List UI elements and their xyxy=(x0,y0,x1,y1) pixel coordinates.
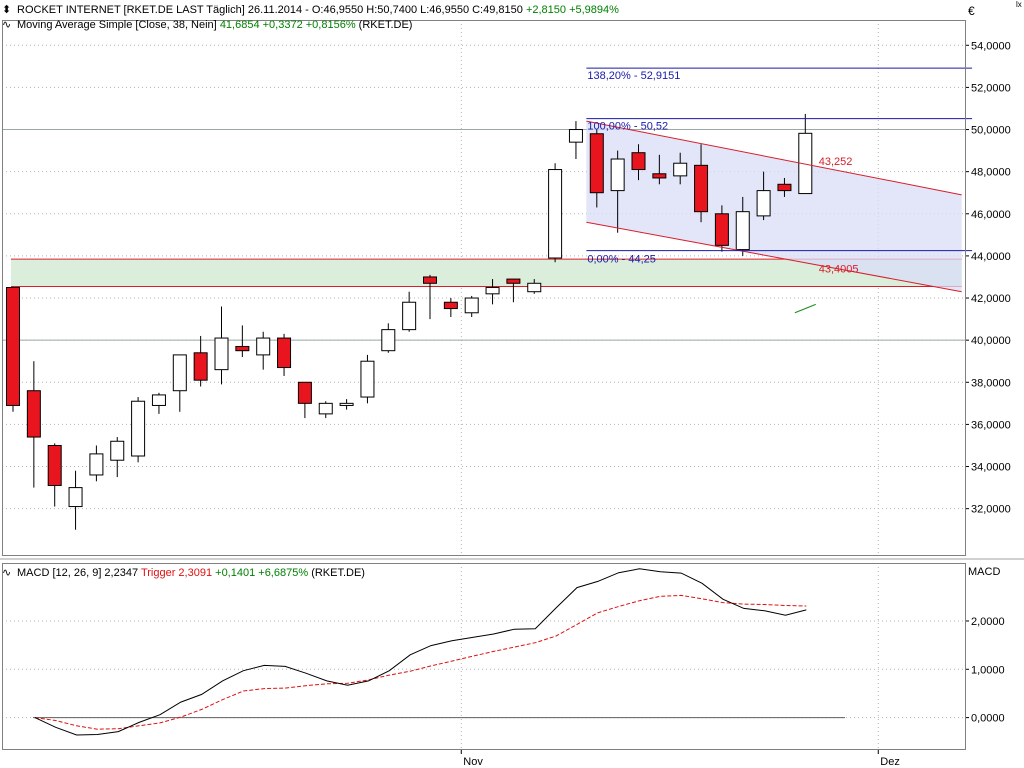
candle-body xyxy=(131,400,146,457)
macd-series xyxy=(34,568,807,736)
fib-level-label: 0,00% - 44,25 xyxy=(587,254,656,266)
candle-body xyxy=(610,158,625,192)
channel-label: 43,4005 xyxy=(819,264,859,276)
price-tick-label: 44,0000 xyxy=(971,251,1011,263)
line-icon: ∿ xyxy=(2,19,12,31)
candle-body xyxy=(47,444,62,486)
price-tick-label: 54,0000 xyxy=(971,40,1011,52)
candle-body xyxy=(714,213,729,246)
candlestick-series xyxy=(6,113,813,530)
candle-body xyxy=(26,390,41,438)
candle-body xyxy=(235,345,250,352)
macd-legend-trigger: Trigger 2,3091 xyxy=(140,567,213,579)
candle-body xyxy=(402,301,417,331)
candle-body xyxy=(6,287,20,406)
ma-legend: ∿ Moving Average Simple [Close, 38, Nein]… xyxy=(2,18,412,31)
time-tick-label: Nov xyxy=(463,756,483,768)
macd-legend: ∿ MACD [12, 26, 9] 2,2347 Trigger 2,3091 … xyxy=(2,566,365,579)
candle-body xyxy=(548,169,563,259)
price-tick-label: 48,0000 xyxy=(971,167,1011,179)
candle-body xyxy=(277,337,292,369)
candlestick-icon: ⬍ xyxy=(2,4,12,16)
axis-labels: 32,0000 34,0000 36,0000 38,0000 40,0000 42,00… xyxy=(463,40,1010,768)
price-tick-label: 42,0000 xyxy=(971,293,1011,305)
macd-legend-change: +0,1401 +6,6875% xyxy=(215,567,309,579)
macd-tick-label: 0,0000 xyxy=(971,713,1005,725)
candle-body xyxy=(256,337,271,356)
candle-body xyxy=(339,402,354,406)
candle-body xyxy=(735,211,750,251)
candle-body xyxy=(110,440,125,461)
support-zone xyxy=(11,259,962,287)
price-tick-label: 46,0000 xyxy=(971,209,1011,221)
channel-upper-line xyxy=(586,120,962,196)
macd-tick-label: 2,0000 xyxy=(971,616,1005,628)
candle-body xyxy=(214,337,229,371)
candle-body xyxy=(798,132,813,195)
main-legend: ⬍ ROCKET INTERNET [RKET.DE LAST Täglich] … xyxy=(2,3,619,16)
price-tick-label: 34,0000 xyxy=(971,462,1011,474)
channel-lower-line xyxy=(586,221,962,293)
fib-level-label: 138,20% - 52,9151 xyxy=(587,70,680,82)
price-tick-label: 32,0000 xyxy=(971,504,1011,516)
candle-body xyxy=(193,352,208,381)
chart-frame xyxy=(0,20,1024,750)
candle-body xyxy=(485,287,500,295)
candle-body xyxy=(360,360,375,398)
macd-axis-title: MACD xyxy=(968,566,1001,578)
macd-panel-frame xyxy=(2,563,966,750)
line-icon: ∿ xyxy=(2,567,12,579)
price-tick-label: 52,0000 xyxy=(971,82,1011,94)
candle-body xyxy=(589,133,604,194)
candle-body xyxy=(568,129,583,143)
main-panel-frame xyxy=(2,20,966,556)
overlay-lines: 43,252 43,4005 138,20% - 52,9151 100,00% - … xyxy=(586,67,973,314)
candle-body xyxy=(443,301,458,310)
macd-legend-label: MACD [12, 26, 9] 2,2347 xyxy=(17,567,139,579)
candle-body xyxy=(694,164,709,213)
candle-body xyxy=(318,402,333,415)
price-tick-label: 36,0000 xyxy=(971,419,1011,431)
candle-body xyxy=(506,278,521,284)
candle-body xyxy=(297,381,312,404)
candle-body xyxy=(756,190,771,217)
channel-label: 43,252 xyxy=(819,156,853,168)
candle-body xyxy=(777,183,792,192)
candle-body xyxy=(464,297,479,314)
candle-body xyxy=(151,394,166,406)
main-legend-instrument: ROCKET INTERNET [RKET.DE LAST Täglich] 2… xyxy=(17,4,523,16)
candle-body xyxy=(527,282,542,293)
ma-legend-label: Moving Average Simple [Close, 38, Nein] xyxy=(17,19,217,31)
currency-label: € xyxy=(968,4,975,18)
candle-body xyxy=(89,453,104,476)
candle-body xyxy=(68,487,83,508)
fib-level-label: 100,00% - 50,52 xyxy=(587,121,668,133)
candle-body xyxy=(631,152,646,171)
ma-legend-values: 41,6854 +0,3372 +0,8156% xyxy=(219,19,356,31)
macd-legend-ticker: (RKET.DE) xyxy=(311,567,365,579)
ma-legend-ticker: (RKET.DE) xyxy=(358,19,413,31)
moving-average-line xyxy=(794,303,816,314)
macd-line xyxy=(34,568,807,736)
price-tick-label: 50,0000 xyxy=(971,125,1011,137)
price-tick-label: 38,0000 xyxy=(971,377,1011,389)
time-tick-label: Dez xyxy=(880,756,900,768)
main-legend-change: +2,8150 +5,9894% xyxy=(525,4,619,16)
grid xyxy=(2,20,969,754)
corner-mark: lx xyxy=(1016,0,1022,9)
candle-body xyxy=(673,162,688,177)
trigger-line xyxy=(34,594,807,730)
candle-body xyxy=(381,329,396,352)
price-tick-label: 40,0000 xyxy=(971,335,1011,347)
candle-body xyxy=(652,173,667,179)
macd-tick-label: 1,0000 xyxy=(971,664,1005,676)
candle-body xyxy=(172,354,187,392)
candle-body xyxy=(423,276,437,284)
